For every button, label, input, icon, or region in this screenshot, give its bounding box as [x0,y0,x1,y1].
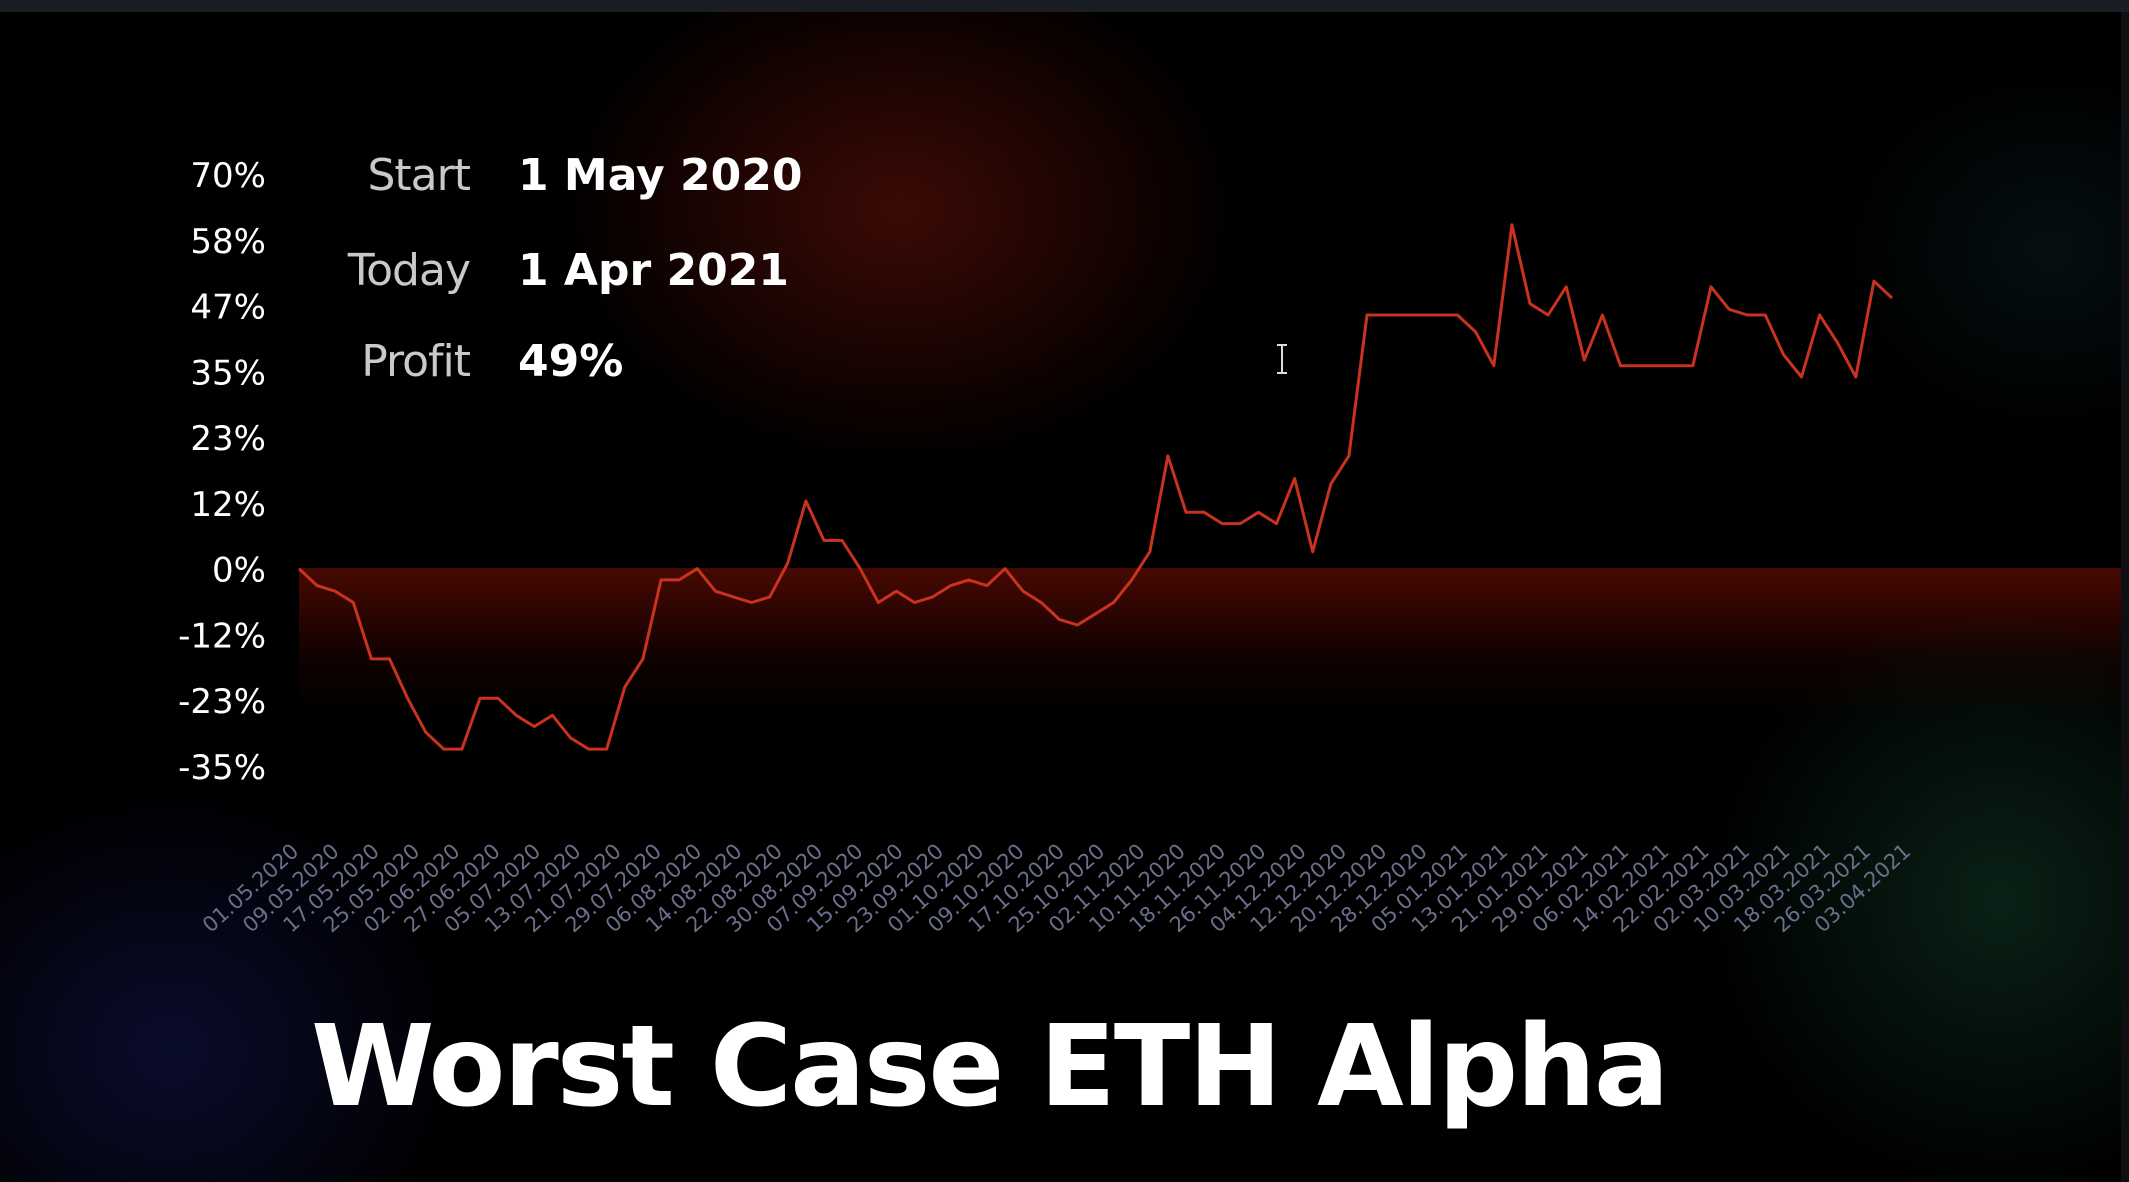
y-tick-label: 58% [190,222,266,262]
chart-title: Worst Case ETH Alpha [311,1002,1669,1132]
series-line [297,223,1894,751]
y-axis-tick-labels: 70% 58% 47% 35% 23% 12% 0% -12% -23% -35% [178,156,266,788]
top-bar [0,0,2129,12]
today-label: Today [347,245,471,296]
start-label: Start [367,150,472,201]
negative-region-band [299,568,2121,718]
y-tick-label: 70% [190,156,266,196]
y-tick-label: 47% [190,288,266,328]
y-tick-label: 23% [190,419,266,459]
text-cursor-icon [1277,344,1287,374]
y-tick-label: -23% [178,682,266,722]
profit-label: Profit [361,336,471,387]
right-edge-strip [2121,12,2129,1182]
today-value: 1 Apr 2021 [518,245,789,296]
start-value: 1 May 2020 [518,150,803,201]
x-axis-tick-labels: 01.05.202009.05.202017.05.202025.05.2020… [198,839,1915,937]
y-tick-label: 35% [190,353,266,393]
profit-value: 49% [518,336,624,387]
y-tick-label: 12% [190,485,266,525]
y-tick-label: -12% [178,616,266,656]
y-tick-label: -35% [178,748,266,788]
series-layer [297,223,1894,751]
y-tick-label: 0% [212,551,266,591]
